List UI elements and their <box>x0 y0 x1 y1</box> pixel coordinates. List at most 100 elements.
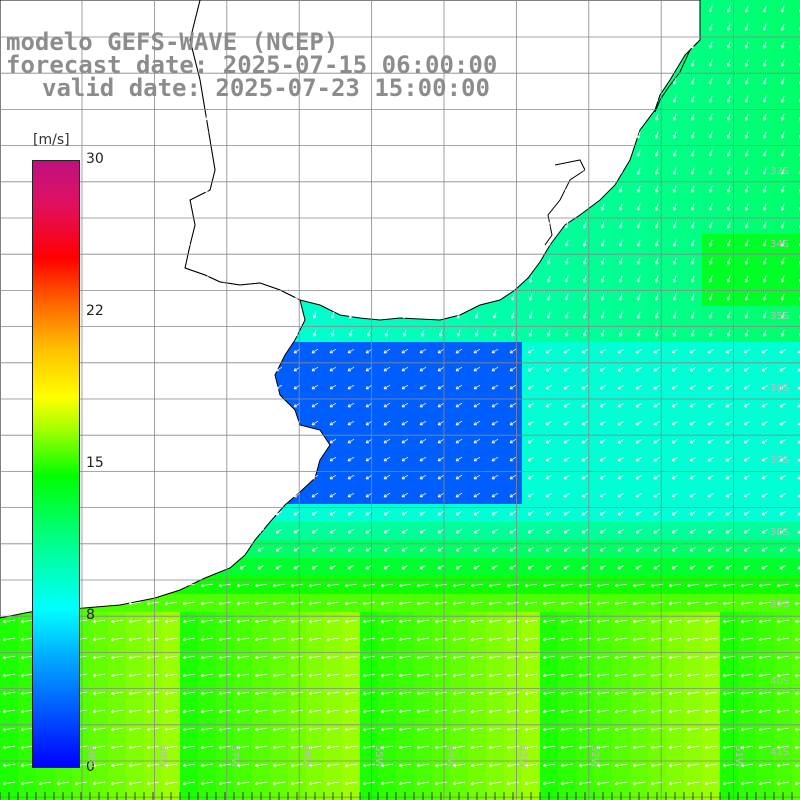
wind-arrow <box>528 311 533 319</box>
wind-arrow <box>473 384 481 390</box>
wind-arrow <box>726 275 731 283</box>
wind-arrow <box>725 528 733 534</box>
wind-arrow <box>744 329 749 337</box>
wind-arrow <box>366 5 371 13</box>
wind-arrow <box>23 402 31 408</box>
wind-arrow <box>546 203 551 211</box>
wind-arrow <box>654 167 659 175</box>
wind-arrow <box>744 59 749 67</box>
wind-arrow <box>258 185 263 193</box>
wind-arrow <box>275 546 283 552</box>
wind-arrow <box>527 474 535 480</box>
wind-arrow <box>740 637 753 642</box>
wind-arrow <box>725 492 733 498</box>
wind-arrow <box>182 763 195 768</box>
wind-arrow <box>401 420 409 426</box>
wind-arrow <box>726 167 731 175</box>
wind-arrow <box>96 59 101 67</box>
wind-arrow <box>402 95 407 103</box>
wind-arrow <box>743 456 751 462</box>
wind-arrow <box>113 510 121 516</box>
wind-arrow <box>636 293 641 301</box>
wind-arrow <box>276 23 281 31</box>
wind-arrow <box>380 601 393 606</box>
wind-arrow <box>6 167 11 175</box>
wind-arrow <box>725 420 733 426</box>
wind-arrow <box>362 583 375 588</box>
wind-arrow <box>708 167 713 175</box>
colorbar-label-15: 15 <box>86 455 104 471</box>
wind-arrow <box>488 601 501 606</box>
wind-arrow <box>474 329 479 337</box>
wind-arrow <box>150 329 155 337</box>
wind-arrow <box>42 41 47 49</box>
wind-arrow <box>276 167 281 175</box>
wind-arrow <box>488 637 501 642</box>
wind-arrow <box>182 601 195 606</box>
wind-arrow <box>596 727 609 732</box>
wind-arrow <box>257 528 265 534</box>
wind-arrow <box>168 311 173 319</box>
wind-arrow <box>420 59 425 67</box>
wind-arrow <box>398 745 411 750</box>
wind-arrow <box>509 348 517 354</box>
wind-arrow <box>272 763 285 768</box>
wind-arrow <box>671 528 679 534</box>
wind-arrow <box>132 149 137 157</box>
wind-arrow <box>780 257 785 265</box>
wind-arrow <box>761 456 769 462</box>
wind-arrow <box>654 41 659 49</box>
wind-arrow <box>689 546 697 552</box>
wind-arrow <box>24 59 29 67</box>
wind-arrow <box>366 239 371 247</box>
wind-arrow <box>542 601 555 606</box>
wind-arrow <box>131 384 139 390</box>
wind-arrow <box>167 438 175 444</box>
wind-arrow <box>272 745 285 750</box>
wind-arrow <box>546 239 551 247</box>
wind-arrow <box>761 564 769 570</box>
wind-arrow <box>131 348 139 354</box>
wind-arrow <box>149 492 157 498</box>
wind-cell <box>792 414 800 432</box>
wind-arrow <box>510 5 515 13</box>
wind-arrow <box>384 203 389 211</box>
wind-arrow <box>744 293 749 301</box>
wind-arrow <box>653 348 661 354</box>
wind-arrow <box>744 257 749 265</box>
wind-arrow <box>240 5 245 13</box>
wind-arrow <box>794 619 800 624</box>
wind-arrow <box>150 59 155 67</box>
wind-arrow <box>668 781 681 786</box>
wind-arrow <box>600 23 605 31</box>
wind-arrow <box>380 673 393 678</box>
wind-arrow <box>236 673 249 678</box>
wind-arrow <box>398 691 411 696</box>
wind-arrow <box>257 474 265 480</box>
wind-arrow <box>636 239 641 247</box>
wind-arrow <box>707 420 715 426</box>
wind-arrow <box>308 709 321 714</box>
wind-arrow <box>779 492 787 498</box>
wind-arrow <box>690 149 695 157</box>
wind-arrow <box>560 673 573 678</box>
wind-arrow <box>708 41 713 49</box>
wind-arrow <box>96 41 101 49</box>
wind-arrow <box>618 167 623 175</box>
wind-arrow <box>762 41 767 49</box>
wind-arrow <box>509 402 517 408</box>
wind-arrow <box>383 528 391 534</box>
wind-arrow <box>744 149 749 157</box>
wind-arrow <box>690 167 695 175</box>
wind-arrow <box>23 474 31 480</box>
wind-arrow <box>240 329 245 337</box>
wind-arrow <box>581 384 589 390</box>
wind-arrow <box>96 95 101 103</box>
wind-arrow <box>366 95 371 103</box>
wind-arrow <box>311 528 319 534</box>
wind-arrow <box>416 619 429 624</box>
wind-cell <box>792 216 800 234</box>
wind-arrow <box>690 77 695 85</box>
wind-arrow <box>722 619 735 624</box>
wind-arrow <box>618 95 623 103</box>
